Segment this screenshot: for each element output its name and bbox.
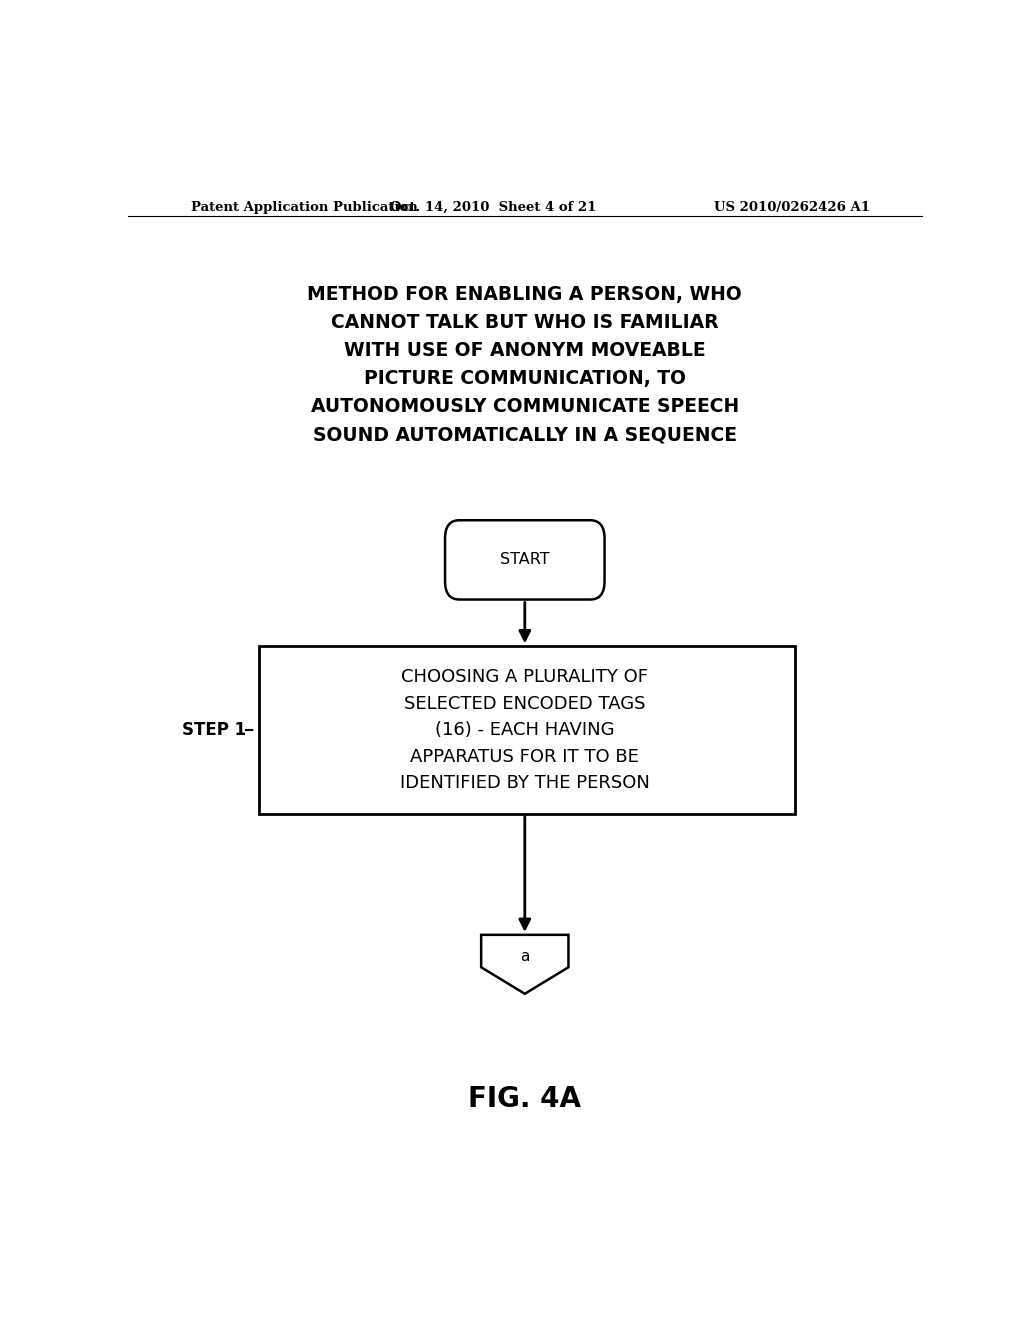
FancyBboxPatch shape — [445, 520, 604, 599]
Text: METHOD FOR ENABLING A PERSON, WHO
CANNOT TALK BUT WHO IS FAMILIAR
WITH USE OF AN: METHOD FOR ENABLING A PERSON, WHO CANNOT… — [307, 285, 742, 445]
Text: START: START — [500, 552, 550, 568]
Text: a: a — [520, 949, 529, 964]
Polygon shape — [481, 935, 568, 994]
Text: US 2010/0262426 A1: US 2010/0262426 A1 — [714, 201, 870, 214]
Text: CHOOSING A PLURALITY OF
SELECTED ENCODED TAGS
(16) - EACH HAVING
APPARATUS FOR I: CHOOSING A PLURALITY OF SELECTED ENCODED… — [399, 668, 650, 792]
Text: STEP 1: STEP 1 — [182, 721, 246, 739]
Text: FIG. 4A: FIG. 4A — [468, 1085, 582, 1113]
Text: Patent Application Publication: Patent Application Publication — [191, 201, 418, 214]
Text: Oct. 14, 2010  Sheet 4 of 21: Oct. 14, 2010 Sheet 4 of 21 — [390, 201, 596, 214]
Bar — [259, 647, 795, 814]
